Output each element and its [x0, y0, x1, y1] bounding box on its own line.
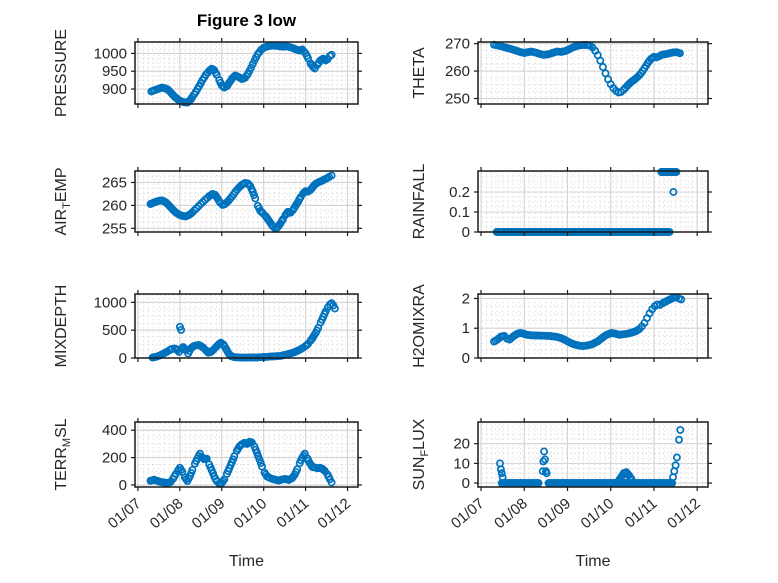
- x-axis-label-left: Time: [229, 553, 264, 570]
- axes-box: [474, 167, 712, 236]
- y-tick-label: 270: [445, 36, 470, 53]
- x-tick-label: 01/11: [622, 495, 661, 531]
- axes-box: [131, 418, 362, 491]
- y-axis-label: H2OMIXRA: [411, 284, 428, 368]
- y-tick-label: 0: [119, 350, 127, 367]
- axes-box: [131, 167, 362, 236]
- y-tick-label: 255: [102, 220, 127, 237]
- axes-box: [131, 38, 362, 108]
- data-points: [146, 437, 336, 488]
- y-tick-label: 0.1: [449, 204, 470, 221]
- axes-box: [474, 38, 712, 108]
- axes-box: [474, 290, 712, 362]
- y-tick-label: 1000: [94, 45, 127, 62]
- y-tick-label: 500: [102, 322, 127, 339]
- x-tick-label: 01/12: [664, 495, 704, 532]
- y-tick-label: 900: [102, 81, 127, 98]
- data-points: [496, 425, 685, 488]
- x-tick-label: 01/11: [273, 495, 312, 531]
- y-tick-label: 0: [462, 224, 470, 241]
- x-axis-label-right: Time: [575, 553, 611, 570]
- x-tick-label: 01/10: [231, 495, 271, 532]
- y-tick-label: 200: [102, 450, 127, 467]
- y-tick-label: 950: [102, 63, 127, 80]
- y-tick-label: 10: [453, 455, 470, 472]
- y-tick-label: 250: [445, 91, 470, 108]
- x-tick-label: 01/08: [491, 495, 531, 532]
- x-tick-label: 01/07: [105, 495, 145, 532]
- y-tick-label: 0: [462, 350, 470, 367]
- subplot-mixdepth: 0 500 1000 MIXDEPTH: [53, 285, 362, 368]
- y-axis-label: THETA: [411, 47, 428, 99]
- axes-box: [474, 418, 712, 491]
- y-tick-label: 260: [445, 63, 470, 80]
- figure-title: Figure 3 low: [196, 11, 297, 30]
- y-axis-label: RAINFALL: [411, 164, 428, 240]
- y-tick-label: 260: [102, 197, 127, 214]
- y-tick-label: 400: [102, 422, 127, 439]
- y-tick-label: 20: [453, 436, 470, 453]
- y-tick-label: 265: [102, 174, 127, 191]
- y-axis-label: SUNFLUX: [411, 418, 431, 490]
- y-axis-label: MIXDEPTH: [53, 285, 70, 368]
- subplot-terr-msl: 0 200 400 TERRMSL 01/07 01/08 01/09 01/10 01/11 0…: [53, 418, 362, 532]
- y-axis-label: PRESSURE: [53, 29, 70, 117]
- x-tick-label: 01/08: [147, 495, 187, 532]
- data-points: [146, 171, 336, 233]
- x-tick-label: 01/09: [534, 495, 574, 532]
- x-tick-label: 01/07: [448, 495, 488, 532]
- y-tick-label: 0.2: [449, 184, 470, 201]
- subplot-h2omixra: 0 1 2 H2OMIXRA: [411, 284, 712, 368]
- y-tick-label: 0: [462, 475, 470, 492]
- axes-box: [131, 290, 362, 362]
- x-tick-label: 01/09: [189, 495, 229, 532]
- y-axis-label: AIRTEMP: [53, 167, 73, 235]
- x-tick-label: 01/12: [314, 495, 354, 532]
- y-axis-label: TERRMSL: [53, 418, 73, 490]
- y-tick-label: 0: [119, 477, 127, 494]
- subplot-sun-flux: 0 10 20 SUNFLUX 01/07 01/08 01/09 01/10 01/11 01/…: [411, 418, 712, 532]
- y-tick-label: 2: [462, 290, 470, 307]
- subplot-theta: 250 260 270 THETA: [411, 36, 712, 108]
- data-points: [147, 41, 336, 107]
- x-tick-label: 01/10: [578, 495, 618, 532]
- y-tick-label: 1000: [94, 294, 127, 311]
- data-points: [490, 293, 686, 351]
- y-tick-label: 1: [462, 320, 470, 337]
- subplot-rainfall: 0 0.1 0.2 RAINFALL: [411, 164, 712, 241]
- subplot-air-temp: 255 260 265 AIRTEMP: [53, 167, 362, 237]
